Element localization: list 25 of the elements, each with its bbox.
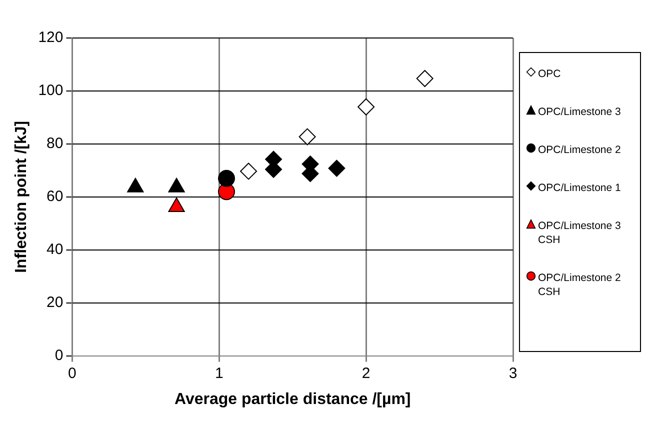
legend-label: OPC/Limestone 2 CSH	[538, 271, 622, 299]
legend-label: OPC/Limestone 3	[538, 105, 621, 119]
y-axis-title: Inflection point /[kJ]	[13, 120, 30, 273]
legend-label: OPC/Limestone 2	[538, 143, 621, 157]
point	[416, 70, 434, 88]
y-tick-label: 60	[46, 188, 64, 206]
point	[218, 170, 235, 187]
y-tick-label: 120	[38, 29, 64, 46]
legend-label: OPC	[538, 67, 561, 81]
y-tick-label: 80	[46, 135, 64, 152]
point	[298, 128, 316, 146]
legend-label: OPC/Limestone 3 CSH	[538, 219, 622, 247]
y-tick-label: 100	[38, 82, 64, 100]
point	[358, 98, 375, 116]
point	[328, 160, 346, 177]
y-tick-label: 20	[46, 294, 64, 311]
y-tick-label: 0	[54, 346, 64, 364]
legend-label: OPC/Limestone 1	[538, 181, 621, 195]
x-tick-label: 3	[508, 364, 518, 382]
x-axis-title: Average particle distance /[µm]	[174, 390, 411, 408]
x-tick-label: 1	[214, 364, 224, 382]
point	[240, 162, 258, 180]
x-tick-label: 2	[362, 364, 370, 382]
x-tick-label: 0	[68, 364, 76, 382]
y-tick-label: 40	[46, 241, 64, 258]
